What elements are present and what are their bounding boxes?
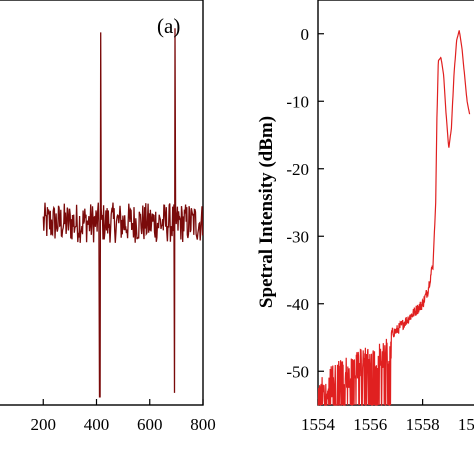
x-tick-label-a: 800 [190,415,216,434]
x-tick-label-b: 1554 [301,415,336,434]
chart-panel-b: 1554 1556 1558 1560 0 -10 -20 -30 -40 -50 Spetra… [256,0,474,434]
x-tick-label-a: 600 [137,415,163,434]
y-axis-b: 0 -10 -20 -30 -40 -50 [286,25,324,381]
series-line-b [317,30,471,406]
plot-frame-b [317,0,474,406]
x-tick-label-a: 400 [84,415,110,434]
y-tick-label-b: -40 [286,295,309,314]
x-tick-label-b: 1556 [353,415,387,434]
x-axis-b: 1554 1556 1558 1560 [301,399,474,434]
y-tick-label-b: -10 [286,92,309,111]
x-tick-label-b: 1558 [406,415,440,434]
y-tick-label-b: 0 [301,25,310,44]
x-axis-a: 0200400600800 [31,399,216,434]
x-tick-label-b: 1560 [458,415,474,434]
chart-panel-a: 0200400600800 (a) [0,0,216,434]
y-tick-label-b: -30 [286,227,309,246]
panel-label-a: (a) [157,14,180,38]
y-tick-label-b: -50 [286,362,309,381]
y-tick-label-b: -20 [286,160,309,179]
x-tick-label-a: 200 [31,415,57,434]
series-line-a [42,28,204,398]
y-axis-label-b: Spetral Intensity (dBm) [256,116,277,308]
